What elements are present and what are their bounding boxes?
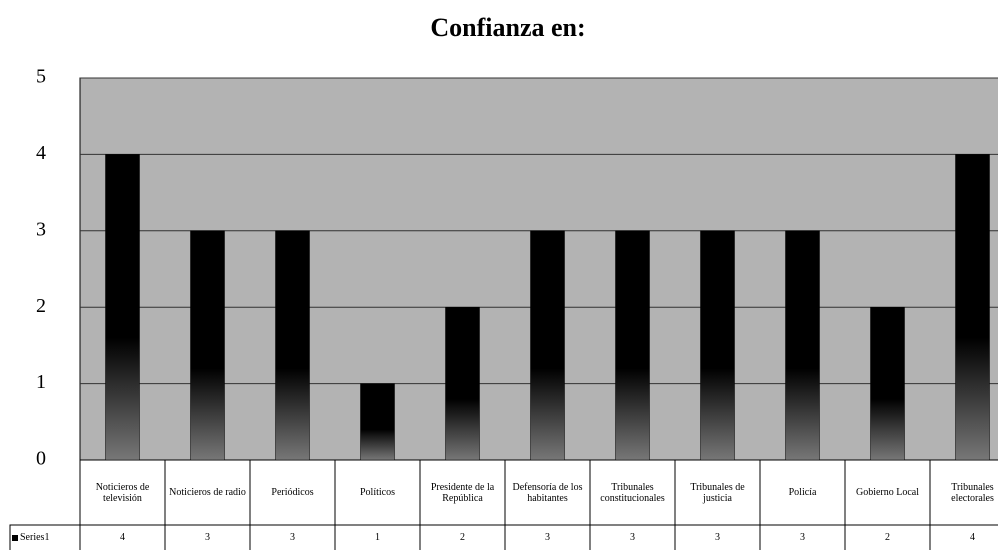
table-value-box: 3 <box>505 525 590 550</box>
x-tick-label: Policía <box>760 460 845 525</box>
x-tick-label: Noticieros de radio <box>165 460 250 525</box>
x-tick-label-text: Gobierno Local <box>855 487 920 498</box>
table-value-text: 3 <box>545 532 550 543</box>
y-tick-label: 2 <box>36 295 46 317</box>
x-tick-label: Gobierno Local <box>845 460 930 525</box>
x-tick-label-text: Tribunales electorales <box>951 481 994 504</box>
table-value-text: 3 <box>800 532 805 543</box>
table-value: 2 <box>420 525 505 550</box>
x-tick-label-box: Defensoría de los habitantes <box>505 460 590 525</box>
x-tick-label-box: Gobierno Local <box>845 460 930 525</box>
table-value: 3 <box>165 525 250 550</box>
legend-entry-text: Series1 <box>20 532 50 543</box>
table-value-box: 2 <box>845 525 930 550</box>
y-tick-label: 0 <box>36 448 46 470</box>
x-tick-label-box: Policía <box>760 460 845 525</box>
table-value: 4 <box>930 525 998 550</box>
x-tick-label-box: Tribunales constitucionales <box>590 460 675 525</box>
table-value: 3 <box>250 525 335 550</box>
x-tick-label-text: Policía <box>788 487 817 498</box>
bar <box>445 306 480 461</box>
x-tick-label: Periódicos <box>250 460 335 525</box>
x-tick-label-box: Noticieros de radio <box>165 460 250 525</box>
table-value-text: 1 <box>375 532 380 543</box>
x-tick-label: Tribunales electorales <box>930 460 998 525</box>
x-tick-label-text: Políticos <box>359 487 395 498</box>
table-value-box: 4 <box>930 525 998 550</box>
x-tick-label-box: Presidente de la República <box>420 460 505 525</box>
table-value-box: 3 <box>760 525 845 550</box>
table-value-box: 3 <box>675 525 760 550</box>
table-value-box: 4 <box>80 525 165 550</box>
bar <box>275 230 310 461</box>
table-value: 3 <box>760 525 845 550</box>
x-tick-label: Presidente de la República <box>420 460 505 525</box>
x-tick-label-text: Presidente de la República <box>430 481 495 504</box>
table-value-text: 3 <box>630 532 635 543</box>
table-value-box: 3 <box>590 525 675 550</box>
series-row-border <box>9 524 998 550</box>
table-value: 3 <box>505 525 590 550</box>
table-value-text: 2 <box>885 532 890 543</box>
table-value-box: 1 <box>335 525 420 550</box>
table-value: 3 <box>675 525 760 550</box>
x-tick-label: Tribunales de justicia <box>675 460 760 525</box>
x-tick-label-text: Defensoría de los habitantes <box>512 481 583 504</box>
legend-key <box>12 534 18 541</box>
x-tick-label-box: Noticieros de televisión <box>80 460 165 525</box>
table-value: 2 <box>845 525 930 550</box>
table-value-box: 3 <box>250 525 335 550</box>
legend-entry-box: Series1 <box>10 525 80 550</box>
x-tick-label: Políticos <box>335 460 420 525</box>
bar <box>190 230 225 461</box>
table-value-text: 4 <box>120 532 125 543</box>
y-tick-label: 4 <box>36 142 46 164</box>
chart-title: Confianza en: <box>430 13 585 42</box>
y-tick-label: 5 <box>36 66 46 88</box>
table-value-text: 3 <box>290 532 295 543</box>
table-value-text: 3 <box>715 532 720 543</box>
table-value-box: 3 <box>165 525 250 550</box>
y-tick-label: 1 <box>36 371 46 393</box>
table-value-text: 2 <box>460 532 465 543</box>
table-value-text: 3 <box>205 532 210 543</box>
x-tick-label-text: Tribunales de justicia <box>690 481 745 504</box>
x-tick-label-box: Tribunales de justicia <box>675 460 760 525</box>
x-tick-label-text: Noticieros de radio <box>169 487 246 498</box>
x-tick-label-box: Periódicos <box>250 460 335 525</box>
bar <box>530 230 565 461</box>
table-value: 4 <box>80 525 165 550</box>
bar <box>700 230 735 461</box>
bar <box>785 230 820 461</box>
x-tick-label-text: Tribunales constitucionales <box>600 481 665 504</box>
x-tick-label: Tribunales constitucionales <box>590 460 675 525</box>
x-tick-label: Noticieros de televisión <box>80 460 165 525</box>
x-tick-label-text: Noticieros de televisión <box>95 481 150 504</box>
table-value: 3 <box>590 525 675 550</box>
bar <box>615 230 650 461</box>
bar <box>870 306 905 461</box>
table-value-text: 4 <box>970 532 975 543</box>
bar <box>955 154 990 461</box>
x-tick-label-text: Periódicos <box>271 487 314 498</box>
bar <box>360 383 395 461</box>
x-tick-label-box: Tribunales electorales <box>930 460 998 525</box>
x-tick-label: Defensoría de los habitantes <box>505 460 590 525</box>
table-value-box: 2 <box>420 525 505 550</box>
table-value: 1 <box>335 525 420 550</box>
x-tick-label-box: Políticos <box>335 460 420 525</box>
bar <box>105 154 140 461</box>
y-tick-label: 3 <box>36 218 46 240</box>
legend-entry: Series1 <box>10 525 80 550</box>
